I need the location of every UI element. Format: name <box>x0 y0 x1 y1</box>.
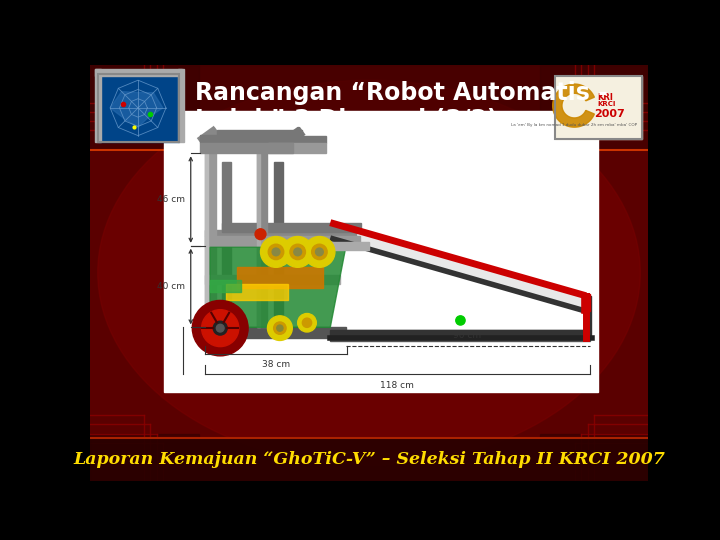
Bar <box>330 330 590 341</box>
Bar <box>204 150 208 327</box>
Circle shape <box>456 316 465 325</box>
Bar <box>582 294 590 311</box>
Bar <box>90 434 199 481</box>
Text: 40 cm: 40 cm <box>156 282 184 291</box>
Circle shape <box>192 300 248 356</box>
Bar <box>200 135 285 143</box>
Polygon shape <box>553 84 595 127</box>
Bar <box>539 434 648 481</box>
Bar <box>222 224 361 232</box>
Bar <box>204 236 360 246</box>
Bar <box>584 296 591 338</box>
Bar <box>292 137 326 143</box>
Circle shape <box>312 244 327 260</box>
Bar <box>330 330 590 338</box>
Bar <box>90 65 199 111</box>
Text: 2007: 2007 <box>595 109 625 119</box>
Circle shape <box>261 237 292 267</box>
Circle shape <box>304 237 335 267</box>
Bar <box>555 76 642 139</box>
Circle shape <box>269 244 284 260</box>
Bar <box>202 327 346 338</box>
Bar <box>269 143 326 153</box>
Circle shape <box>276 325 283 331</box>
Text: 90 cm: 90 cm <box>454 330 482 340</box>
Bar <box>204 230 356 236</box>
Bar <box>204 275 341 284</box>
Bar <box>204 150 215 327</box>
Bar <box>238 267 323 288</box>
Circle shape <box>213 321 228 335</box>
Bar <box>222 162 231 327</box>
Circle shape <box>294 248 302 256</box>
Circle shape <box>302 318 312 327</box>
Polygon shape <box>110 92 163 127</box>
Bar <box>539 65 648 111</box>
Bar <box>90 65 648 150</box>
Circle shape <box>267 316 292 340</box>
Bar <box>323 242 369 249</box>
Bar <box>94 70 182 76</box>
Bar <box>98 74 179 142</box>
Text: Induk” 3 Dimensi (3/3): Induk” 3 Dimensi (3/3) <box>194 108 498 132</box>
Text: 46 cm: 46 cm <box>156 195 184 204</box>
Polygon shape <box>210 247 346 327</box>
Circle shape <box>255 229 266 240</box>
Circle shape <box>290 244 305 260</box>
Circle shape <box>282 237 313 267</box>
Bar <box>200 143 293 153</box>
Text: KRI: KRI <box>598 93 613 102</box>
Bar <box>210 280 241 292</box>
Circle shape <box>315 248 323 256</box>
Bar <box>256 150 267 327</box>
Bar <box>94 70 101 142</box>
Text: La 'em' By la km nomad 1 dudu dubar 2h em mba' mba' COP: La 'em' By la km nomad 1 dudu dubar 2h e… <box>511 123 637 127</box>
Bar <box>163 111 598 392</box>
Bar <box>98 74 179 142</box>
Circle shape <box>216 325 224 332</box>
Circle shape <box>202 309 239 347</box>
Bar <box>217 130 302 139</box>
Circle shape <box>274 322 286 334</box>
Bar <box>274 162 283 327</box>
Polygon shape <box>330 222 586 311</box>
Circle shape <box>272 248 280 256</box>
Ellipse shape <box>98 80 640 465</box>
Bar <box>256 150 260 327</box>
Text: 38 cm: 38 cm <box>262 360 290 369</box>
Text: KRCI: KRCI <box>598 101 616 107</box>
Bar <box>555 76 642 139</box>
Text: 118 cm: 118 cm <box>380 381 414 389</box>
Text: Rancangan “Robot Automatis -: Rancangan “Robot Automatis - <box>194 82 608 105</box>
Bar <box>178 70 184 142</box>
Circle shape <box>297 314 316 332</box>
Text: Laporan Kemajuan “GhoTiC-V” – Seleksi Tahap II KRCI 2007: Laporan Kemajuan “GhoTiC-V” – Seleksi Ta… <box>73 451 665 468</box>
Bar <box>90 438 648 481</box>
Bar <box>225 284 287 300</box>
